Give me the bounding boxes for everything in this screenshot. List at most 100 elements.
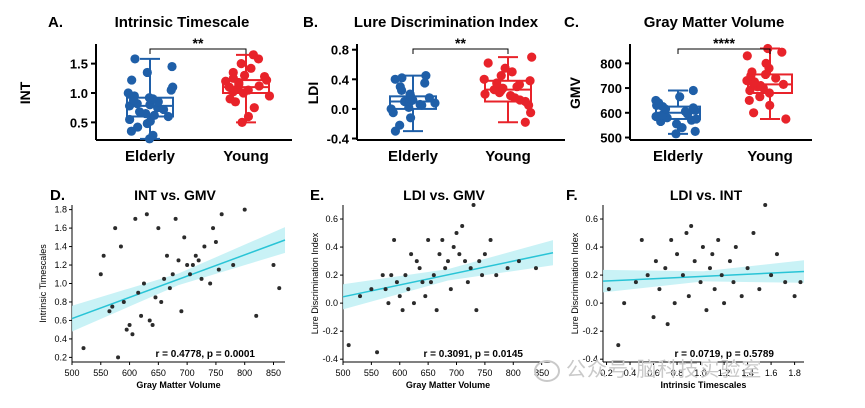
- panel-a-point: [237, 117, 247, 127]
- panel-d-y-label: Intrinsic Timescales: [38, 244, 48, 323]
- panel-c-point: [765, 100, 775, 110]
- panel-a-point: [243, 85, 253, 95]
- panel-a-significance-bracket: [149, 48, 247, 54]
- panel-f-point: [616, 343, 621, 348]
- panel-d-point: [196, 258, 201, 263]
- panel-e-x-tick-label: 500: [335, 368, 350, 378]
- panel-a-x-tick-label: Young: [223, 148, 269, 165]
- panel-c-point: [680, 106, 691, 117]
- panel-d-y-tick-label: 1.4: [54, 242, 67, 252]
- panel-c-title: Gray Matter Volume: [644, 14, 785, 31]
- panel-e-point: [471, 203, 476, 207]
- panel-a-point: [228, 67, 238, 78]
- panel-e-x-tick-label: 650: [421, 368, 436, 378]
- panel-c-point: [688, 85, 698, 96]
- panel-a-point: [239, 70, 250, 80]
- panel-c-y-label: GMV: [567, 76, 583, 109]
- panel-f-point: [645, 273, 650, 278]
- panel-f-point: [783, 280, 788, 285]
- panel-e-point: [477, 259, 482, 264]
- panel-e-point: [446, 259, 450, 264]
- panel-b-x-tick-label: Elderly: [388, 148, 439, 165]
- panel-d-y-tick-label: 1.0: [54, 279, 67, 289]
- panel-b-point: [514, 79, 525, 90]
- panel-d-point: [162, 276, 167, 281]
- panel-b-point: [498, 83, 508, 93]
- panel-b-point: [395, 120, 405, 130]
- panel-f-stats-annotation: r = 0.0719, p = 0.5789: [674, 349, 774, 360]
- panel-d-point: [176, 258, 181, 263]
- panel-e-point: [465, 280, 470, 285]
- panel-d-point: [188, 272, 193, 277]
- panel-f-letter: F.: [566, 187, 578, 204]
- panel-e-title: LDI vs. GMV: [403, 187, 485, 203]
- panel-d-x-tick-label: 850: [266, 368, 281, 378]
- panel-a-significance-stars: **: [193, 35, 204, 51]
- panel-a-point: [163, 111, 173, 122]
- panel-f-point: [633, 280, 638, 285]
- panel-d: D. INT vs. GMV 0.2 0.4 0.6 0.8 1.0 1.2 1.4 1.6 1.8…: [38, 187, 286, 390]
- panel-e-point: [358, 294, 363, 299]
- panel-e-point: [437, 252, 442, 257]
- panel-d-x-tick-label: 600: [122, 368, 137, 378]
- panel-c-point: [745, 85, 755, 96]
- panel-f-point: [763, 203, 768, 207]
- panel-b-point: [520, 117, 530, 127]
- panel-d-point: [150, 323, 155, 328]
- panel-f-point: [665, 322, 670, 327]
- panel-c-point: [691, 114, 701, 124]
- panel-b-point: [421, 71, 431, 81]
- panel-c-point: [755, 92, 765, 102]
- panel-a-point: [134, 107, 145, 117]
- panel-b-y-tick-label: 0.4: [331, 72, 350, 87]
- panel-d-point: [98, 272, 103, 277]
- panel-d-point: [190, 263, 195, 268]
- panel-e-y-tick-label: -0.2: [322, 326, 338, 336]
- panel-d-point: [116, 355, 121, 360]
- panel-f-point: [686, 294, 691, 299]
- panel-f-point: [722, 301, 727, 306]
- panel-e-y-tick-label: 0.4: [325, 242, 338, 252]
- panel-d-point: [147, 318, 152, 323]
- panel-f-point: [704, 308, 709, 313]
- panel-e-point: [457, 252, 462, 257]
- panel-e-point: [420, 280, 425, 285]
- panel-e-point: [451, 245, 456, 250]
- panel-b-point: [480, 89, 490, 99]
- panel-b-point: [500, 63, 510, 73]
- panel-f-title: LDI vs. INT: [670, 187, 743, 203]
- panel-e-x-tick-label: 700: [449, 368, 464, 378]
- panel-e-point: [448, 287, 453, 292]
- panel-c-point: [747, 67, 757, 77]
- panel-c-x-tick-label: Elderly: [653, 148, 704, 165]
- panel-a-point: [130, 54, 140, 64]
- panel-e-point: [383, 287, 388, 292]
- panel-a-point: [249, 103, 259, 113]
- panel-e-x-tick-label: 800: [506, 368, 521, 378]
- panel-a: A. Intrinsic Timescale 0.5 1.0 1.5 INT Elderly…: [17, 14, 292, 165]
- panel-f-y-tick-label: -0.4: [582, 354, 598, 364]
- panel-e-point: [434, 308, 439, 313]
- panel-e-point: [454, 231, 459, 236]
- panel-f-point: [675, 252, 680, 257]
- panel-f-x-tick-label: 0.2: [600, 368, 613, 378]
- panel-e-point: [417, 266, 422, 271]
- panel-c-y-tick-label: 600: [600, 106, 622, 121]
- panel-f-point: [639, 238, 644, 243]
- panel-d-title: INT vs. GMV: [134, 187, 216, 203]
- panel-e-point: [460, 224, 465, 229]
- panel-d-point: [231, 263, 236, 268]
- panel-f-point: [727, 259, 732, 264]
- panel-f-point: [680, 273, 685, 278]
- panel-c-point: [764, 88, 775, 98]
- panel-d-point: [216, 267, 221, 272]
- panel-d-point: [127, 323, 132, 328]
- panel-e-point: [346, 343, 351, 348]
- panel-f-point: [669, 238, 674, 243]
- panel-b-y-tick-label: -0.4: [327, 132, 350, 147]
- panel-f-point: [689, 224, 694, 229]
- panel-d-y-tick-label: 0.2: [54, 352, 67, 362]
- panel-b-point: [507, 67, 517, 77]
- panel-c-point: [777, 47, 787, 57]
- panel-b-point: [525, 76, 535, 86]
